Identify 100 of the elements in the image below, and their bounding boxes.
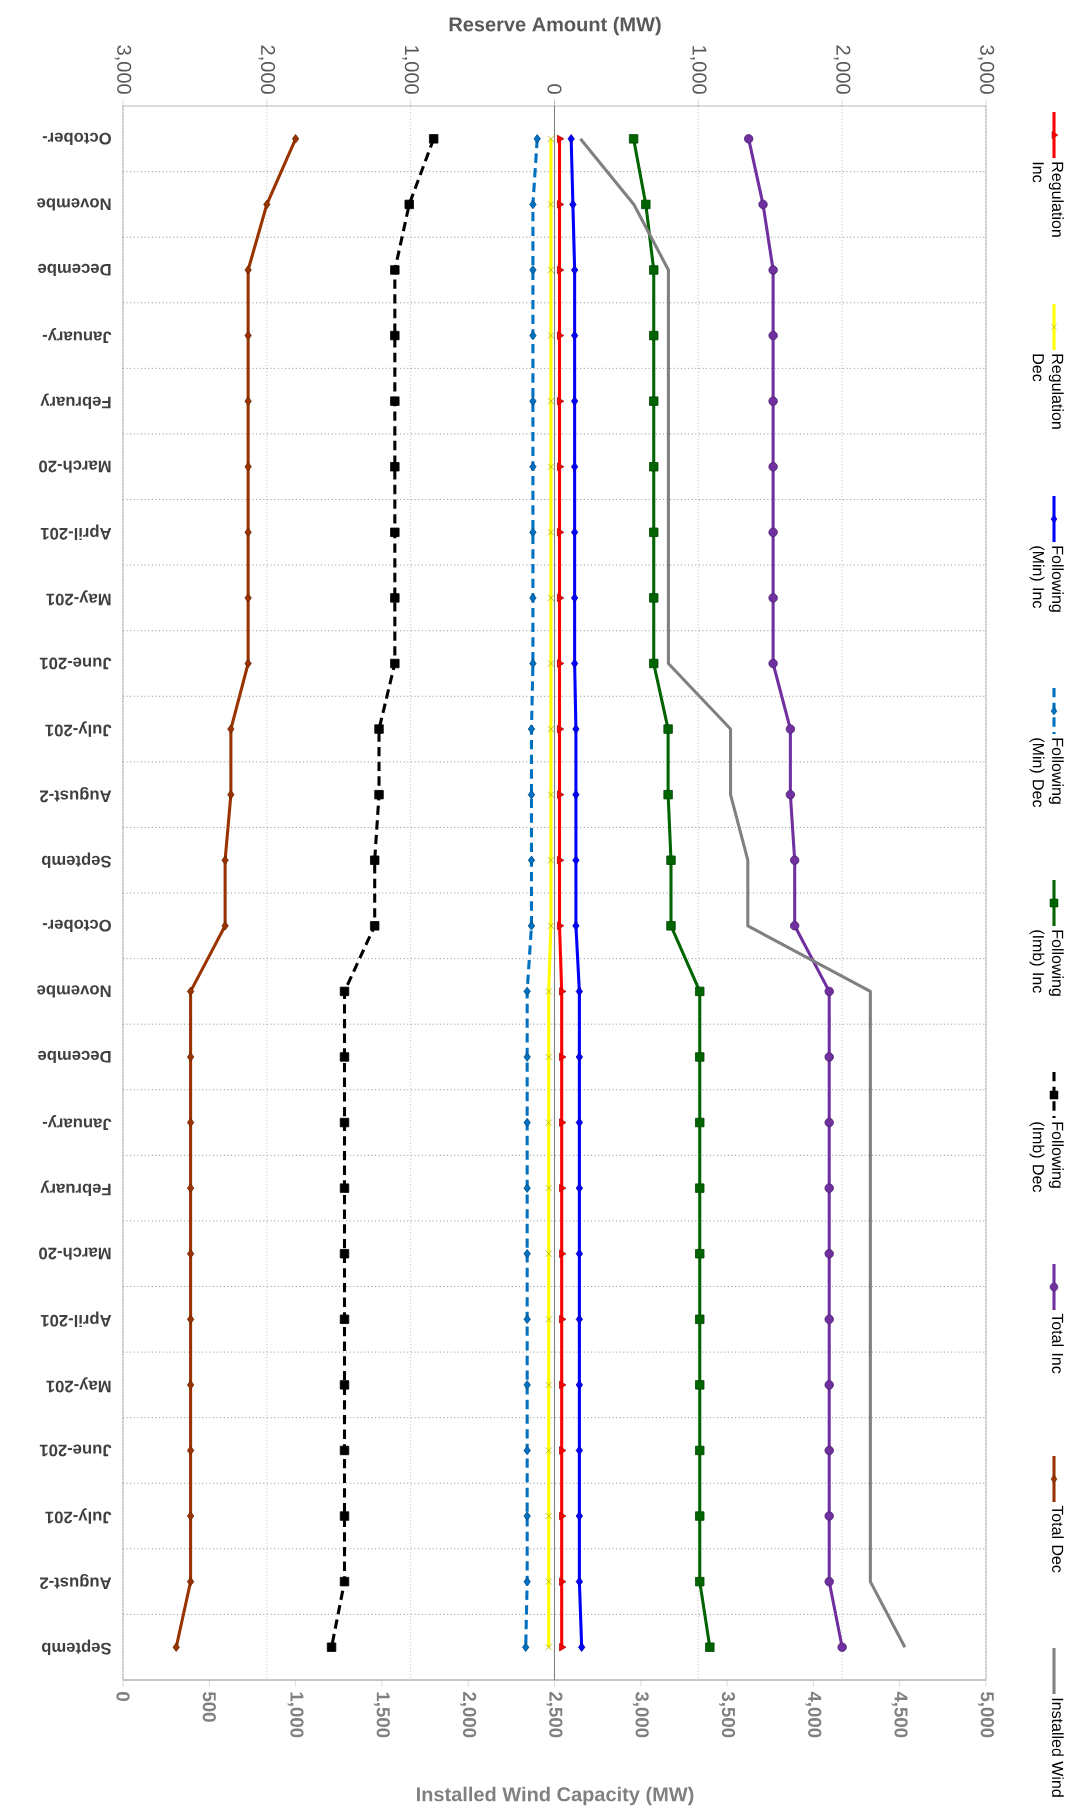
point — [663, 789, 673, 800]
y-tick-label: October- — [42, 919, 111, 932]
point — [529, 462, 537, 472]
point — [768, 462, 778, 472]
point — [705, 1642, 715, 1652]
point — [824, 1183, 834, 1193]
point — [575, 1380, 583, 1390]
y-tick-label: May-201 — [46, 1377, 111, 1393]
point — [339, 1576, 350, 1587]
x2-tick-label: 0 — [547, 84, 562, 94]
point — [523, 1380, 531, 1390]
point — [575, 1249, 583, 1259]
point — [390, 330, 400, 341]
x-tick-label: 2,000 — [460, 1692, 477, 1738]
point — [695, 986, 705, 997]
point — [695, 1183, 705, 1193]
point — [556, 331, 565, 340]
point — [187, 1380, 195, 1390]
point — [529, 330, 537, 341]
point — [571, 265, 579, 275]
point — [556, 462, 565, 471]
y-tick-label: Septemb — [41, 1639, 112, 1655]
y-tick-label: June-201 — [39, 657, 112, 670]
point — [559, 1052, 567, 1062]
point — [187, 1183, 195, 1193]
point — [559, 1249, 567, 1258]
point — [824, 1511, 834, 1521]
text: Following (Imb) Dec — [1029, 1122, 1064, 1192]
y-tick-label: July-201 — [45, 721, 112, 737]
point — [569, 199, 577, 210]
point — [837, 1642, 847, 1652]
point — [790, 855, 800, 865]
x-tick-label: 3,500 — [719, 1691, 736, 1738]
point — [292, 134, 300, 144]
point — [575, 1052, 583, 1062]
y-tick-label: May-201 — [46, 590, 111, 606]
point — [556, 528, 565, 537]
point — [666, 855, 676, 865]
point — [263, 199, 271, 210]
x-tick-label: 1,000 — [287, 1692, 304, 1738]
point — [390, 462, 400, 472]
point — [559, 1643, 567, 1652]
point — [575, 1314, 583, 1324]
y-tick-label: March-20 — [39, 1247, 111, 1260]
point — [559, 1446, 567, 1455]
point — [824, 1380, 834, 1390]
point — [824, 1052, 834, 1062]
y-tick-label: January- — [42, 1115, 112, 1131]
point — [529, 658, 537, 669]
y-tick-label: July-201 — [45, 1508, 112, 1524]
point — [556, 790, 565, 799]
x-tick-label: 1,500 — [373, 1692, 390, 1738]
point — [571, 462, 579, 472]
point — [556, 724, 565, 734]
point — [559, 1184, 567, 1193]
point — [533, 134, 541, 144]
point — [768, 593, 778, 603]
point — [556, 134, 565, 143]
y-tick-label: October- — [42, 132, 111, 145]
point — [187, 1117, 195, 1128]
text: Following (Min) Inc — [1029, 546, 1064, 612]
point — [559, 1315, 567, 1324]
x2-axis-title: Reserve Amount (MW) — [449, 16, 661, 36]
y-tick-label: April-201 — [40, 524, 112, 541]
y-tick-label: June-201 — [39, 1444, 112, 1457]
x2-tick-label: 1,000 — [690, 46, 707, 94]
text: Total Dec — [1051, 1505, 1064, 1573]
y-tick-label: Decembe — [38, 1050, 111, 1064]
point — [628, 134, 639, 144]
point — [244, 396, 252, 406]
point — [556, 921, 565, 930]
point — [527, 921, 536, 931]
point — [523, 986, 531, 997]
text: Installed Wind — [1051, 1698, 1064, 1797]
point — [529, 396, 537, 406]
text: Following (Imb) Inc — [1029, 930, 1064, 996]
point — [571, 593, 579, 603]
text: Total Inc — [1051, 1313, 1064, 1374]
point — [390, 265, 400, 275]
point — [790, 921, 800, 931]
point — [523, 1117, 531, 1128]
point — [575, 1511, 583, 1521]
point — [339, 1117, 350, 1128]
point — [695, 1511, 705, 1521]
point — [221, 855, 229, 865]
point — [523, 1249, 531, 1259]
point — [649, 265, 659, 275]
text: Regulation Inc — [1032, 162, 1064, 237]
point — [523, 1511, 531, 1521]
point — [527, 789, 536, 800]
x-tick-label: 500 — [202, 1691, 216, 1722]
point — [768, 330, 778, 341]
x-tick-label: 0 — [116, 1692, 130, 1701]
point — [556, 200, 565, 209]
point — [575, 1445, 583, 1456]
point — [529, 527, 537, 537]
point — [244, 593, 252, 603]
point — [768, 265, 778, 275]
point — [556, 593, 565, 602]
point — [571, 396, 579, 406]
